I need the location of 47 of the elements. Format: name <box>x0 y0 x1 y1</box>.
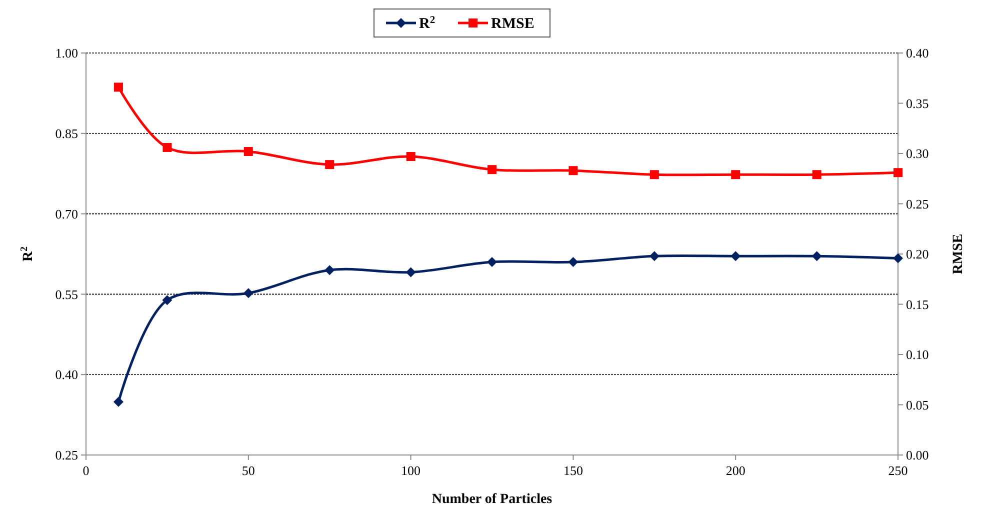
y-tick-label: 0.40 <box>55 367 78 382</box>
point <box>730 251 741 262</box>
y2-tick-label: 0.25 <box>906 196 929 212</box>
point <box>488 165 496 174</box>
point <box>243 288 254 298</box>
legend-label: R$^{2}$ <box>419 14 436 32</box>
point <box>406 152 416 162</box>
point <box>325 160 334 170</box>
point <box>893 253 903 264</box>
x-axis-title: Number of Particles <box>432 492 553 507</box>
point <box>114 82 123 92</box>
point <box>244 146 253 156</box>
y-tick-label: 0.70 <box>55 206 78 222</box>
point <box>894 168 902 178</box>
point <box>731 170 740 180</box>
y-tick-label: 0.25 <box>55 448 78 463</box>
point <box>487 257 497 268</box>
point <box>162 295 172 306</box>
y2-tick-label: 0.15 <box>906 296 929 312</box>
y-tick-label: 1.00 <box>55 46 78 61</box>
y2-tick-label: 0.30 <box>906 146 929 162</box>
point <box>568 166 578 176</box>
y2-tick-label: 0.20 <box>906 246 929 262</box>
point <box>162 142 172 152</box>
point <box>812 170 822 180</box>
y2-tick-label: 0.05 <box>906 397 929 412</box>
point <box>649 251 660 262</box>
x-tick-label: 200 <box>726 463 746 478</box>
legend-label: RMSE <box>491 16 534 32</box>
y2-axis-title: RMSE <box>951 234 966 274</box>
point <box>812 251 822 262</box>
point <box>568 257 578 268</box>
y2-tick-label: 0.40 <box>906 46 929 61</box>
x-tick-label: 100 <box>401 463 421 478</box>
y2-tick-label: 0.35 <box>906 96 929 111</box>
point <box>406 267 416 278</box>
point <box>113 396 124 407</box>
y2-tick-label: 0.00 <box>906 448 929 463</box>
point <box>650 170 659 180</box>
x-tick-label: 250 <box>888 463 908 478</box>
x-tick-label: 150 <box>563 463 583 478</box>
x-tick-label: 0 <box>82 463 90 478</box>
x-tick-label: 50 <box>242 463 255 478</box>
y-tick-label: 0.55 <box>55 286 78 302</box>
y2-tick-label: 0.10 <box>906 347 929 362</box>
point <box>324 265 335 276</box>
y-tick-label: 0.85 <box>55 126 78 141</box>
